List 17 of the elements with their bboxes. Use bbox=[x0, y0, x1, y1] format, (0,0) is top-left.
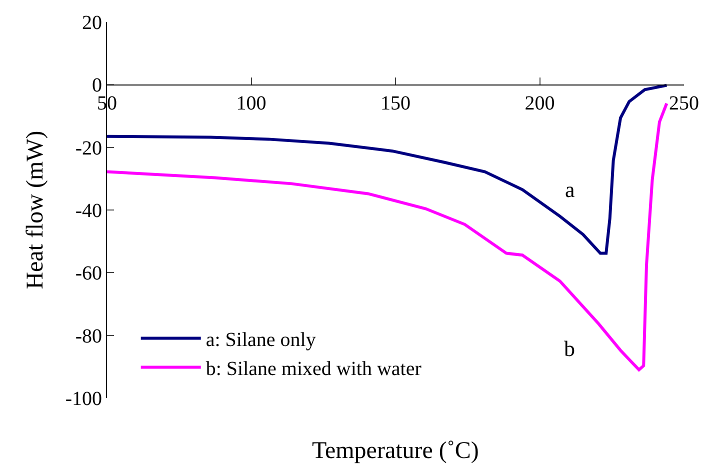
y-tick-label: -60 bbox=[75, 262, 102, 285]
y-tick-label: 20 bbox=[82, 12, 102, 34]
x-tick-label: 150 bbox=[380, 92, 410, 115]
legend-label: a: Silane only bbox=[206, 329, 316, 352]
y-axis-title: Heat flow (mW) bbox=[22, 130, 48, 290]
y-tick-label: -100 bbox=[65, 388, 102, 410]
y-tick-label: 0 bbox=[92, 74, 102, 97]
y-tick-label: -20 bbox=[75, 137, 102, 160]
annotation: a bbox=[565, 177, 575, 202]
x-tick-label: 250 bbox=[669, 92, 699, 115]
legend-label: b: Silane mixed with water bbox=[206, 358, 422, 380]
x-tick-label: 100 bbox=[236, 92, 266, 115]
annotation: b bbox=[564, 336, 575, 361]
y-tick-label: -40 bbox=[75, 200, 102, 222]
x-axis-title: Temperature (˚C) bbox=[312, 438, 479, 464]
x-tick-label: 200 bbox=[524, 92, 555, 115]
y-tick-label: -80 bbox=[75, 325, 102, 348]
